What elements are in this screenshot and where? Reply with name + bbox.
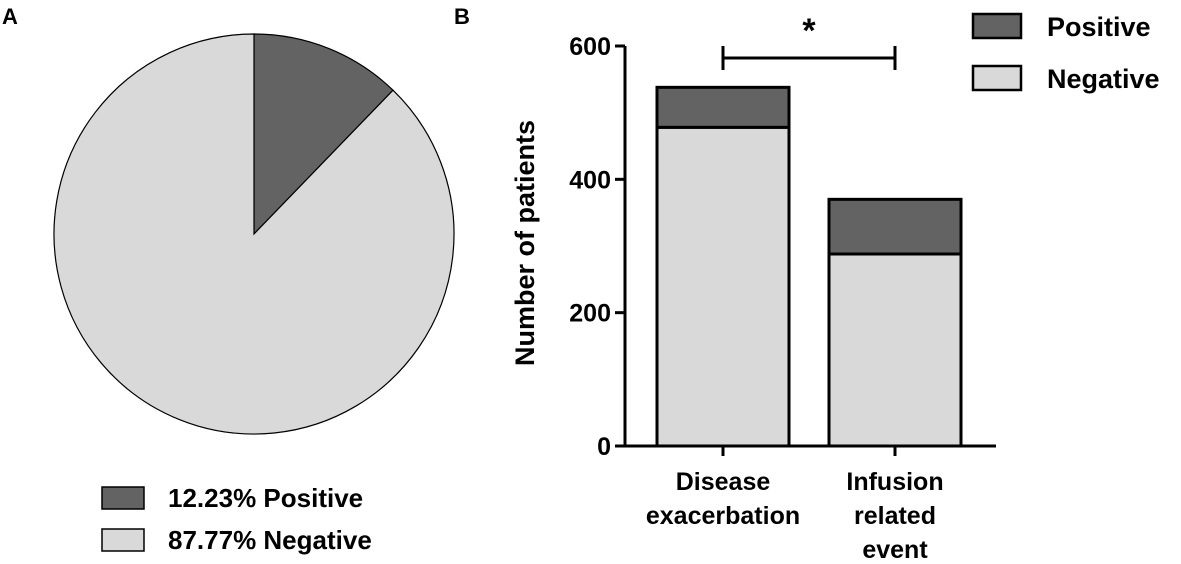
x-tick-label: Disease (676, 468, 771, 496)
pie-legend-label-positive: 12.23% Positive (168, 483, 363, 513)
bar-legend-swatch-positive (971, 12, 1023, 40)
bar-negative-0 (655, 125, 791, 448)
bar-positive-0 (655, 85, 791, 129)
pie-legend-swatch-negative (101, 528, 145, 552)
bar-negative-1 (827, 252, 963, 448)
panel-label-a: A (2, 4, 18, 29)
bar-legend-label-positive: Positive (1047, 12, 1151, 42)
x-tick-label: related (854, 502, 936, 530)
pie-slice-positive (253, 33, 394, 236)
y-axis-title: Number of patients (510, 120, 540, 366)
panel-label-b: B (454, 4, 470, 29)
x-tick-label: exacerbation (646, 502, 800, 530)
bar-legend-label-negative: Negative (1047, 64, 1160, 94)
pie-chart (53, 33, 455, 435)
significance-label: * (802, 12, 816, 50)
x-tick-label: event (862, 536, 928, 564)
pie-legend-swatch-positive (101, 486, 145, 510)
y-tick-label: 400 (569, 166, 611, 194)
x-tick-label: Infusion (846, 468, 943, 496)
bar-chart: 0 200 400 600 Number of patients Disease exace… (510, 12, 1160, 564)
y-tick-label: 200 (569, 300, 611, 328)
pie-legend: 12.23% Positive 87.77% Negative (101, 483, 372, 555)
bar-legend-swatch-negative (971, 64, 1023, 92)
y-tick-label: 600 (569, 33, 611, 61)
pie-slice-negative (53, 33, 455, 435)
bar-positive-1 (827, 197, 963, 256)
pie-legend-label-negative: 87.77% Negative (168, 525, 372, 555)
y-tick-label: 0 (597, 433, 611, 461)
